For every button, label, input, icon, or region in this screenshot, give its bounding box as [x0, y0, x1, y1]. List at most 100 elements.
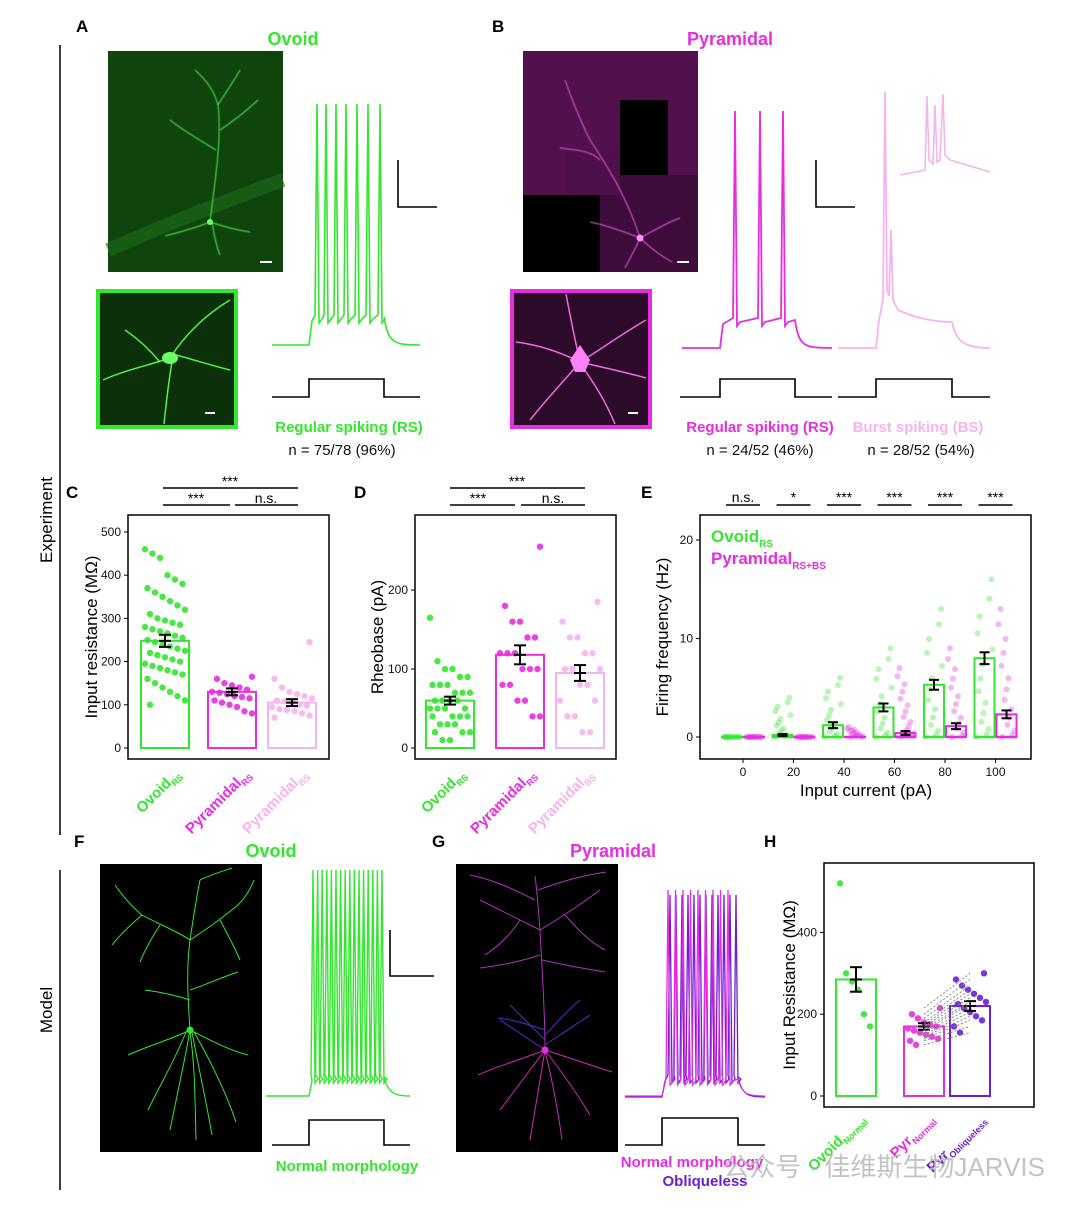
- paired-line: [923, 1019, 971, 1040]
- data-point: [976, 994, 984, 1002]
- data-point: [291, 708, 298, 715]
- data-point: [171, 632, 179, 639]
- data-point: [536, 713, 544, 720]
- panel-c-sig-left: ***: [188, 490, 205, 506]
- data-point: [426, 614, 434, 621]
- data-point: [928, 1033, 936, 1040]
- data-point: [238, 693, 246, 701]
- data-point: [441, 665, 449, 673]
- panel-a-count: n = 75/78 (96%): [288, 442, 395, 459]
- y-tick-label: 100: [388, 662, 408, 676]
- data-point: [977, 675, 984, 682]
- ovoid-soma-inset: [96, 289, 238, 429]
- data-point: [431, 729, 439, 736]
- panel-b-count-bs: n = 28/52 (54%): [867, 442, 974, 459]
- data-point: [174, 692, 181, 700]
- data-point: [564, 713, 571, 720]
- data-point: [211, 697, 218, 704]
- data-point: [169, 656, 176, 663]
- pyramidal-model-trace: [625, 889, 766, 1146]
- data-point: [451, 689, 459, 696]
- data-point: [879, 720, 886, 727]
- data-point: [501, 602, 509, 610]
- data-point: [850, 731, 856, 738]
- data-point: [948, 684, 954, 691]
- data-point: [144, 584, 151, 592]
- data-point: [884, 729, 891, 736]
- panel-d-sig-right: n.s.: [542, 490, 565, 506]
- data-point: [1002, 635, 1009, 642]
- data-point: [945, 656, 951, 663]
- data-point: [980, 970, 988, 977]
- data-point: [958, 714, 964, 721]
- panel-e-ylabel: Firing frequency (Hz): [653, 558, 672, 717]
- data-point: [877, 725, 884, 732]
- data-point: [780, 725, 787, 732]
- panel-c-frame: [127, 514, 330, 760]
- pyramidal-micrograph: [523, 51, 698, 272]
- data-point: [496, 650, 504, 657]
- panel-f-caption: Normal morphology: [276, 1158, 419, 1175]
- data-point: [980, 710, 987, 717]
- data-point: [860, 1011, 868, 1018]
- experiment-label: Experiment: [37, 477, 56, 563]
- data-point: [179, 671, 186, 678]
- data-point: [451, 721, 459, 728]
- data-point: [836, 880, 844, 887]
- data-point: [303, 702, 311, 709]
- data-point: [881, 714, 888, 721]
- data-point: [591, 697, 599, 704]
- data-point: [221, 679, 228, 687]
- paired-line: [923, 1011, 971, 1036]
- current-step-a: [272, 378, 420, 398]
- data-point: [901, 681, 908, 688]
- data-point: [1004, 721, 1011, 728]
- data-point: [268, 703, 276, 711]
- paired-line: [923, 1015, 971, 1038]
- paired-line: [923, 1007, 971, 1034]
- data-point: [594, 598, 601, 606]
- x-tick-label: 0: [740, 765, 747, 779]
- data-point: [159, 684, 166, 691]
- ovoid-rs-trace: [272, 103, 437, 398]
- data-point: [952, 666, 958, 673]
- pyramidal-rs-trace: [680, 110, 855, 398]
- data-point: [1001, 696, 1008, 703]
- data-point: [851, 726, 857, 733]
- data-point: [218, 699, 226, 706]
- data-point: [787, 712, 794, 719]
- data-point: [429, 713, 436, 720]
- data-point: [456, 673, 464, 681]
- panel-letter-f: F: [74, 832, 84, 851]
- data-point: [982, 998, 990, 1006]
- data-point: [298, 710, 306, 717]
- data-point: [156, 664, 164, 672]
- panel-h-ylabel: Input Resistance (MΩ): [780, 900, 799, 1070]
- data-point: [293, 690, 301, 698]
- data-point: [978, 1017, 986, 1024]
- panel-e-legend: OvoidRS PyramidalRS+BS: [711, 527, 826, 572]
- current-step-f: [272, 1119, 410, 1146]
- data-point: [878, 693, 885, 700]
- panel-d-cat-ovoid: OvoidRS: [418, 766, 470, 818]
- data-point: [866, 1023, 874, 1030]
- data-point: [283, 706, 291, 714]
- data-point: [164, 571, 171, 579]
- data-point: [584, 681, 591, 689]
- data-point: [176, 621, 184, 629]
- data-point: [169, 619, 176, 626]
- data-point: [1000, 649, 1007, 656]
- data-point: [233, 703, 241, 711]
- panel-d-sig-outer: ***: [509, 473, 526, 489]
- data-point: [514, 697, 521, 704]
- data-point: [529, 713, 536, 720]
- data-point: [228, 682, 236, 689]
- data-point: [838, 701, 844, 708]
- panel-e-frame: [699, 514, 1032, 760]
- y-tick-label: 200: [101, 655, 121, 669]
- sig-label: ***: [836, 489, 853, 505]
- current-step-b-bs: [838, 378, 990, 398]
- data-point: [441, 705, 449, 712]
- data-point: [844, 725, 850, 732]
